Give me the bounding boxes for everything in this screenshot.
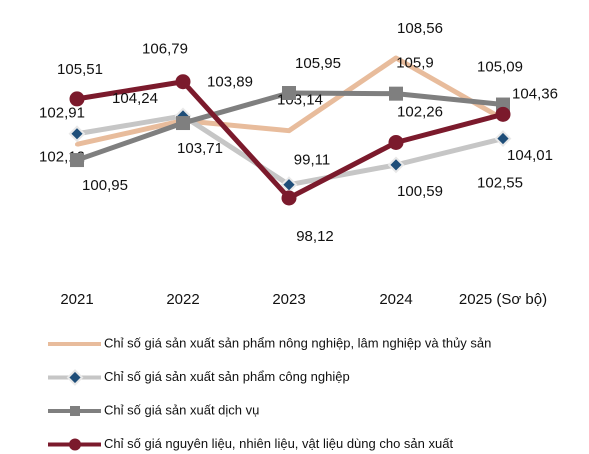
point (282, 86, 296, 100)
legend-label: Chỉ số giá sản xuất sản phẩm công nghiệp (104, 369, 350, 384)
point (495, 106, 511, 122)
legend-label: Chỉ số giá sản xuất sản phẩm nông nghiệp… (104, 335, 491, 350)
data-label: 108,56 (397, 20, 443, 37)
data-label: 104,01 (507, 147, 553, 164)
x-tick-label: 2025 (Sơ bộ) (459, 291, 547, 308)
point (494, 130, 512, 148)
legend-marker (66, 369, 84, 386)
point (75, 142, 79, 147)
data-label: 100,59 (397, 183, 443, 200)
legend-marker (70, 406, 80, 416)
point (70, 153, 84, 168)
data-label: 105,95 (295, 55, 341, 72)
x-tick-label: 2024 (379, 291, 412, 308)
point (69, 91, 85, 107)
legend-marker (69, 438, 81, 451)
data-label: 105,51 (57, 61, 103, 78)
data-label: 105,9 (396, 55, 434, 72)
line (76, 113, 504, 188)
data-label: 104,24 (112, 90, 158, 107)
point (387, 156, 405, 174)
point (68, 125, 86, 143)
legend-label: Chỉ số giá nguyên liệu, nhiên liệu, vật … (104, 436, 453, 451)
x-tick-label: 2022 (166, 291, 199, 308)
data-label: 102,26 (397, 103, 443, 120)
data-label: 106,79 (142, 41, 188, 58)
point (394, 56, 398, 60)
data-label: 99,11 (294, 152, 330, 169)
point (389, 86, 403, 101)
data-label: 98,12 (296, 228, 334, 245)
data-label: 103,71 (177, 140, 223, 157)
data-label: 105,09 (477, 59, 523, 76)
point (175, 74, 191, 90)
point (176, 116, 190, 131)
data-label: 102,55 (477, 175, 523, 192)
data-label: 103,89 (207, 74, 253, 91)
data-label: 104,36 (512, 85, 558, 102)
legend-marker (73, 342, 77, 346)
data-label: 100,95 (82, 177, 128, 194)
point (287, 128, 291, 133)
legend-label: Chỉ số giá sản xuất dịch vụ (104, 402, 259, 417)
point (388, 134, 404, 150)
data-label: 102,91 (39, 105, 85, 122)
x-tick-label: 2021 (60, 291, 93, 308)
point (281, 190, 297, 206)
x-tick-label: 2023 (272, 291, 305, 308)
